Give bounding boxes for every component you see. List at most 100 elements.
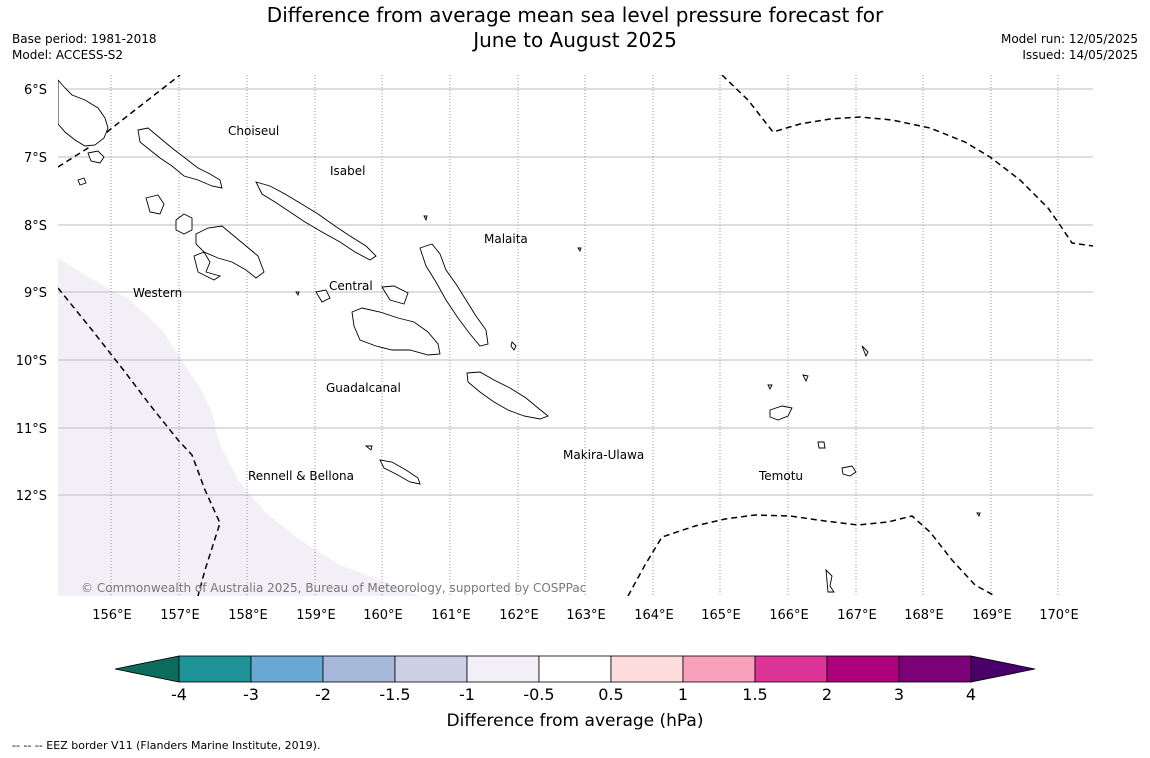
lat-label-11s: 11°S: [16, 422, 47, 437]
meta-right: Model run: 12/05/2025 Issued: 14/05/2025: [1001, 31, 1138, 63]
anuta-island: [976, 512, 981, 518]
region-label-central: Central: [329, 279, 373, 293]
map-area: Choiseul Isabel Malaita Western Central …: [58, 75, 1093, 596]
title-line-2: June to August 2025: [473, 28, 677, 52]
guadalcanal-island: [351, 307, 441, 356]
colorbar-tick-label: -1.5: [379, 685, 410, 704]
model-name: Model: ACCESS-S2: [12, 48, 124, 62]
lon-label-162e: 162°E: [499, 608, 539, 623]
colorbar-swatch-above-4: [970, 655, 1036, 683]
region-label-malaita: Malaita: [484, 232, 528, 246]
copyright-notice: © Commonwealth of Australia 2025, Bureau…: [81, 581, 586, 595]
small-islet-4: [767, 384, 773, 391]
region-label-makira-ulawa: Makira-Ulawa: [563, 448, 644, 462]
russell-islands: [315, 289, 331, 303]
utupua-island: [817, 441, 826, 449]
region-label-choiseul: Choiseul: [228, 124, 279, 138]
lon-label-165e: 165°E: [701, 608, 741, 623]
colorbar-swatch-6: [538, 655, 612, 683]
colorbar-swatch-4: [394, 655, 468, 683]
colorbar-swatch-1: [178, 655, 252, 683]
lon-label-170e: 170°E: [1039, 608, 1079, 623]
colorbar-tick-label: 4: [966, 685, 976, 704]
lon-label-168e: 168°E: [904, 608, 944, 623]
lon-label-160e: 160°E: [363, 608, 403, 623]
makira-island: [466, 371, 549, 420]
vella-lavella: [145, 194, 165, 215]
colorbar-swatch-below-4: [114, 655, 180, 683]
lat-label-8s: 8°S: [24, 219, 47, 234]
small-islet-1: [423, 215, 428, 222]
reef-islands: [802, 374, 809, 383]
choiseul-island: [137, 127, 223, 189]
eez-border-north-east: [721, 75, 1093, 247]
colorbar-swatch-11: [898, 655, 972, 683]
lon-label-167e: 167°E: [837, 608, 877, 623]
meta-left: Base period: 1981-2018 Model: ACCESS-S2: [12, 31, 157, 63]
colorbar-label: Difference from average (hPa): [447, 711, 704, 731]
eez-border-west: [58, 287, 221, 596]
colorbar-tick-labels: -4 -3 -2 -1.5 -1 -0.5 0.5 1 1.5 2 3 4: [171, 685, 976, 704]
lon-label-166e: 166°E: [769, 608, 809, 623]
kolombangara: [175, 213, 193, 235]
islands: [58, 79, 981, 593]
colorbar-tick-label: -3: [243, 685, 259, 704]
small-islet-3: [577, 247, 582, 253]
colorbar-tick-label: 3: [894, 685, 904, 704]
florida-islands: [381, 285, 409, 305]
issued-date: Issued: 14/05/2025: [1022, 48, 1138, 62]
lon-label-169e: 169°E: [972, 608, 1012, 623]
colorbar-swatch-9: [754, 655, 828, 683]
latitude-labels: 6°S 7°S 8°S 9°S 10°S 11°S 12°S: [16, 83, 47, 504]
region-label-guadalcanal: Guadalcanal: [326, 381, 401, 395]
anomaly-shading-region: [58, 258, 420, 596]
colorbar-tick-label: 2: [822, 685, 832, 704]
rennell-island: [379, 459, 421, 485]
bougainville-south-tip: [87, 150, 105, 164]
lat-label-12s: 12°S: [16, 489, 47, 504]
latitude-gridlines: [58, 88, 1093, 496]
vanikoro-island: [841, 465, 857, 477]
colorbar-swatch-7: [610, 655, 684, 683]
lat-label-7s: 7°S: [24, 151, 47, 166]
region-label-temotu: Temotu: [758, 469, 803, 483]
colorbar-swatch-3: [322, 655, 396, 683]
region-label-western: Western: [133, 286, 182, 300]
region-label-isabel: Isabel: [330, 164, 365, 178]
lon-label-158e: 158°E: [228, 608, 268, 623]
bougainville-coast: [58, 79, 109, 147]
colorbar-swatch-2: [250, 655, 324, 683]
lon-label-164e: 164°E: [634, 608, 674, 623]
small-islet-2: [295, 291, 300, 297]
colorbar-tick-label: -4: [171, 685, 187, 704]
shortland-island: [77, 177, 87, 186]
lon-label-159e: 159°E: [296, 608, 336, 623]
lon-label-161e: 161°E: [431, 608, 471, 623]
ulawa-island: [510, 341, 517, 351]
longitude-labels: 156°E 157°E 158°E 159°E 160°E 161°E 162°…: [92, 608, 1079, 623]
colorbar-swatch-10: [826, 655, 900, 683]
eez-footnote: -- -- -- EEZ border V11 (Flanders Marine…: [12, 739, 321, 752]
lat-label-10s: 10°S: [16, 354, 47, 369]
colorbar-swatch-8: [682, 655, 756, 683]
colorbar-tick-label: 0.5: [598, 685, 623, 704]
base-period: Base period: 1981-2018: [12, 32, 157, 46]
lon-label-163e: 163°E: [566, 608, 606, 623]
eez-border-south: [627, 514, 996, 596]
title-line-1: Difference from average mean sea level p…: [266, 3, 884, 27]
duff-islands: [861, 345, 869, 358]
colorbar-tick-label: 1: [678, 685, 688, 704]
colorbar-tick-label: -1: [459, 685, 475, 704]
isabel-island: [255, 181, 377, 261]
lat-label-6s: 6°S: [24, 83, 47, 98]
colorbar-tick-label: -2: [315, 685, 331, 704]
lon-label-156e: 156°E: [92, 608, 132, 623]
tikopia-island: [825, 568, 835, 593]
santa-cruz-island: [769, 405, 793, 421]
lat-label-9s: 9°S: [24, 286, 47, 301]
rendova: [193, 251, 222, 281]
colorbar-swatch-5: [466, 655, 540, 683]
colorbar-tick-label: 1.5: [742, 685, 767, 704]
region-label-rennell-bellona: Rennell & Bellona: [248, 469, 354, 483]
